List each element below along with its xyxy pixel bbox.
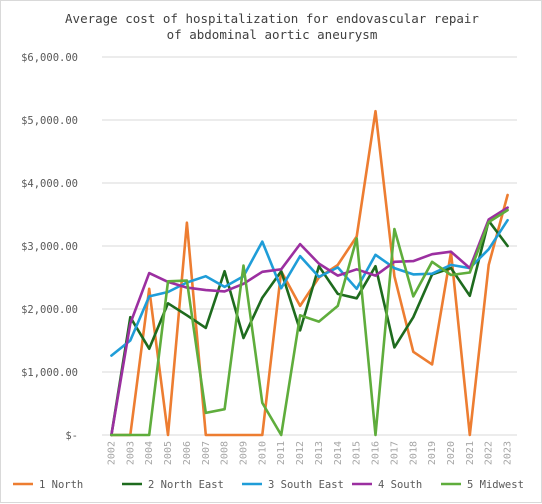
x-tick-label: 2006 [182, 441, 193, 465]
x-tick-label: 2021 [465, 441, 476, 465]
x-tick-label: 2009 [238, 441, 249, 465]
legend: 1 North 2 North East 3 South East 4 South 5 … [13, 479, 524, 491]
x-tick-label: 2022 [484, 441, 495, 465]
x-tick-label: 2017 [389, 441, 400, 465]
x-tick-label: 2008 [220, 441, 231, 465]
y-tick-label: $- [65, 430, 78, 442]
x-tick-label: 2007 [201, 441, 212, 465]
x-tick-label: 2016 [371, 441, 382, 465]
x-tick-label: 2012 [295, 441, 306, 465]
y-axis: $- $1,000.00 $2,000.00 $3,000.00 $4,000.00 $5… [21, 52, 78, 442]
y-tick-label: $6,000.00 [21, 52, 78, 64]
legend-label: 4 South [378, 479, 422, 491]
legend-label: 5 Midwest [467, 479, 524, 491]
y-tick-label: $4,000.00 [21, 178, 78, 190]
x-tick-label: 2010 [257, 441, 268, 465]
x-tick-label: 2020 [446, 441, 457, 465]
legend-label: 3 South East [268, 479, 344, 491]
x-tick-label: 2014 [333, 441, 344, 465]
series-line-3 [110, 218, 509, 357]
y-tick-label: $1,000.00 [21, 367, 78, 379]
series-line-5 [110, 208, 509, 437]
series-line-4 [110, 206, 509, 437]
x-tick-label: 2015 [352, 441, 363, 465]
x-tick-label: 2011 [276, 441, 287, 465]
legend-label: 1 North [39, 479, 83, 491]
x-tick-label: 2002 [106, 441, 117, 465]
gridlines [102, 56, 517, 436]
x-tick-label: 2004 [144, 441, 155, 465]
chart-title-line-1: Average cost of hospitalization for endo… [65, 11, 479, 26]
series-lines [110, 109, 509, 437]
x-tick-label: 2019 [427, 441, 438, 465]
legend-label: 2 North East [148, 479, 224, 491]
x-tick-label: 2013 [314, 441, 325, 465]
y-tick-label: $3,000.00 [21, 241, 78, 253]
chart-title-line-2: of abdominal aortic aneurysm [167, 27, 378, 42]
x-axis: 2002 2003 2004 2005 2006 2007 2008 2009 2010 2011… [106, 441, 513, 465]
series-line-1 [110, 109, 509, 437]
series-line-2 [110, 219, 509, 437]
x-tick-label: 2005 [163, 441, 174, 465]
x-tick-label: 2023 [503, 441, 514, 465]
x-tick-label: 2003 [125, 441, 136, 465]
y-tick-label: $5,000.00 [21, 115, 78, 127]
x-tick-label: 2018 [408, 441, 419, 465]
y-tick-label: $2,000.00 [21, 304, 78, 316]
